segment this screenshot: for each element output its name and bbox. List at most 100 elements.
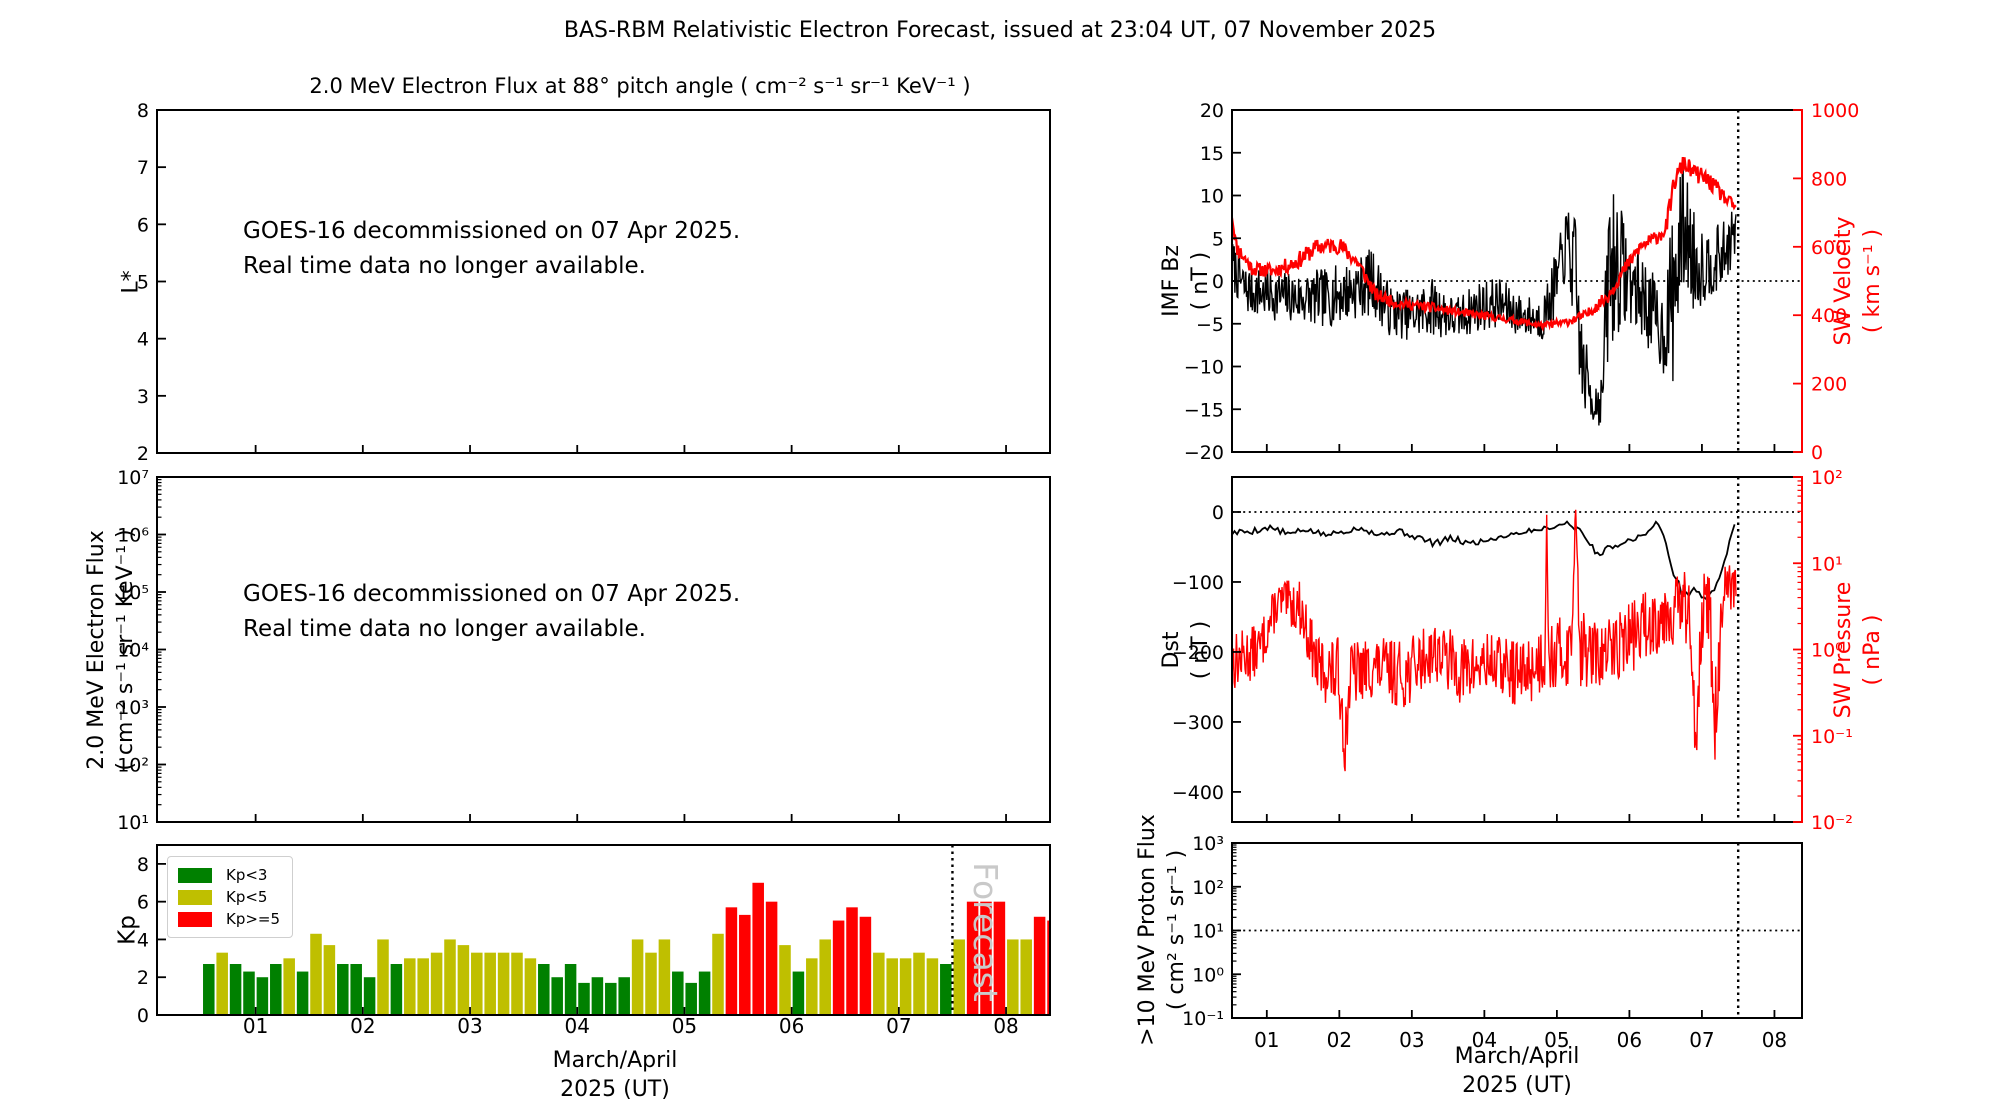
legend-swatch-yellow <box>178 889 212 905</box>
kp-bar <box>980 901 992 1015</box>
y-tick-label: 10⁵ <box>117 582 149 604</box>
panel-dst: 0 −100 −200 −300 −400 10² 10¹ 10⁰ 10⁻¹ 10⁻² <box>1172 467 1853 834</box>
y-tick-label: 10¹ <box>1811 553 1843 575</box>
x-tick-label: 02 <box>350 1014 375 1038</box>
legend-swatch-red <box>178 911 212 927</box>
x-tick-label: 07 <box>886 1014 911 1038</box>
x-tick-label: 05 <box>672 1014 697 1038</box>
kp-bar <box>658 939 671 1015</box>
kp-bar <box>457 945 470 1015</box>
legend-item-kp-lt3: Kp<3 <box>178 864 280 886</box>
kp-bar <box>229 964 242 1015</box>
left-panel-title: 2.0 MeV Electron Flux at 88° pitch angle… <box>309 74 971 98</box>
kp-bar <box>564 964 577 1015</box>
kp-bar <box>203 964 215 1015</box>
kp-bar <box>296 971 309 1015</box>
legend-swatch-green <box>178 867 212 883</box>
kp-bar <box>739 914 751 1015</box>
y-tick-label: 10² <box>1192 877 1224 899</box>
x-tick-label: 02 <box>1327 1028 1352 1052</box>
kp-bar <box>993 901 1006 1015</box>
legend-item-kp-ge5: Kp>=5 <box>178 908 280 930</box>
kp-bar <box>350 964 362 1015</box>
kp-bar <box>484 952 496 1015</box>
kp-bar <box>363 977 376 1015</box>
x-tick-label: 08 <box>993 1014 1018 1038</box>
series-dst <box>1232 520 1736 601</box>
x-tick-label: 08 <box>1762 1028 1787 1052</box>
y-tick-label: 10¹ <box>1192 921 1224 943</box>
y-tick-label: 3 <box>137 386 149 408</box>
kp-bar <box>578 982 590 1015</box>
y-tick-label: 7 <box>137 157 149 179</box>
y-tick-label: 600 <box>1811 237 1847 259</box>
kp-bar <box>953 939 965 1015</box>
kp-bar <box>430 952 443 1015</box>
goes16-notice-eflux: GOES-16 decommissioned on 07 Apr 2025. R… <box>243 581 741 642</box>
y-tick-label: 8 <box>137 100 149 122</box>
y-tick-label: 10² <box>1811 467 1843 489</box>
kp-bar <box>631 939 644 1015</box>
y-tick-label: 5 <box>137 272 149 294</box>
y-tick-label: 1000 <box>1811 100 1859 122</box>
y-tick-label: −100 <box>1172 572 1224 594</box>
panel-frame <box>156 844 1051 1016</box>
x-tick-label: 07 <box>1689 1028 1714 1052</box>
kp-bar <box>685 982 697 1015</box>
y-tick-label: −20 <box>1184 442 1224 464</box>
series-imf-bz <box>1232 161 1737 426</box>
panel-eflux: 10¹ 10² 10³ 10⁴ 10⁵ 10⁶ 10⁷ <box>117 467 1051 834</box>
y-tick-label: −15 <box>1184 399 1224 421</box>
y-tick-label: 10² <box>117 755 149 777</box>
kp-bar <box>444 939 456 1015</box>
ylabel-electron-flux: 2.0 MeV Electron Flux ( cm⁻² s⁻¹ sr⁻¹ Ke… <box>84 529 138 771</box>
y-tick-label: 10³ <box>1192 833 1224 855</box>
ylabel-kp: Kp <box>114 915 141 945</box>
kp-bar <box>792 971 805 1015</box>
kp-legend: Kp<3 Kp<5 Kp>=5 <box>167 856 294 938</box>
kp-bar <box>672 971 684 1015</box>
y-tick-label: 15 <box>1200 143 1224 165</box>
kp-bar <box>873 952 885 1015</box>
y-tick-label: −400 <box>1172 782 1224 804</box>
y-tick-label: 4 <box>137 929 149 951</box>
y-tick-label: 800 <box>1811 168 1847 190</box>
kp-bar <box>618 977 630 1015</box>
kp-bar <box>605 982 617 1015</box>
kp-bar <box>310 933 322 1015</box>
y-tick-label: 400 <box>1811 305 1847 327</box>
x-tick-label: 06 <box>1617 1028 1642 1052</box>
kp-bar <box>806 958 818 1015</box>
x-tick-label: 04 <box>565 1014 590 1038</box>
kp-bar <box>243 971 255 1015</box>
y-tick-label: 10⁻² <box>1811 812 1853 834</box>
kp-bar <box>832 920 845 1015</box>
page-title: BAS-RBM Relativistic Electron Forecast, … <box>563 18 1437 43</box>
kp-bar <box>256 977 269 1015</box>
kp-bar <box>765 901 778 1015</box>
kp-bar <box>819 939 831 1015</box>
ylabel-sw-velocity: SW Velocity ( km s⁻¹ ) <box>1831 216 1885 346</box>
legend-label: Kp<5 <box>226 888 268 906</box>
kp-bar <box>1033 916 1046 1015</box>
kp-bar <box>859 916 872 1015</box>
y-tick-label: 10⁻¹ <box>1811 726 1853 748</box>
x-tick-label: 04 <box>1472 1028 1497 1052</box>
panel-proton: 01 02 03 04 05 06 07 08 10³ 10² 10¹ 10⁰ 10⁻¹ <box>1182 833 1803 1052</box>
kp-bar <box>1020 939 1032 1015</box>
y-tick-label: 8 <box>137 854 149 876</box>
kp-bar <box>524 958 537 1015</box>
ylabel-lstar: L* <box>118 270 144 294</box>
kp-bar <box>779 945 791 1015</box>
y-tick-label: 10⁴ <box>117 640 149 662</box>
kp-bar <box>1047 920 1050 1015</box>
y-tick-label: 0 <box>1811 442 1823 464</box>
y-tick-label: 6 <box>137 892 149 914</box>
x-tick-label: 05 <box>1544 1028 1569 1052</box>
legend-label: Kp>=5 <box>226 910 281 928</box>
y-tick-label: −300 <box>1172 712 1224 734</box>
kp-bar <box>323 945 336 1015</box>
y-tick-label: −5 <box>1196 314 1224 336</box>
kp-bar <box>404 958 416 1015</box>
kp-bar <box>551 977 563 1015</box>
